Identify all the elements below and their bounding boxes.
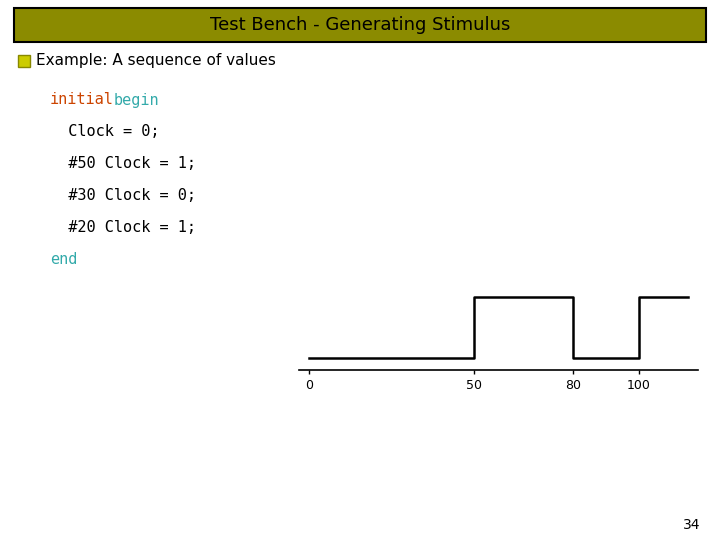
Text: Test Bench - Generating Stimulus: Test Bench - Generating Stimulus (210, 16, 510, 34)
Text: #20 Clock = 1;: #20 Clock = 1; (50, 220, 196, 235)
Text: #50 Clock = 1;: #50 Clock = 1; (50, 157, 196, 172)
Text: 34: 34 (683, 518, 700, 532)
Text: Example: A sequence of values: Example: A sequence of values (36, 53, 276, 69)
Text: begin: begin (114, 92, 160, 107)
Text: end: end (50, 253, 77, 267)
Text: Clock = 0;: Clock = 0; (50, 125, 160, 139)
Text: #30 Clock = 0;: #30 Clock = 0; (50, 188, 196, 204)
FancyBboxPatch shape (18, 55, 30, 67)
FancyBboxPatch shape (14, 8, 706, 42)
Text: initial: initial (50, 92, 114, 107)
